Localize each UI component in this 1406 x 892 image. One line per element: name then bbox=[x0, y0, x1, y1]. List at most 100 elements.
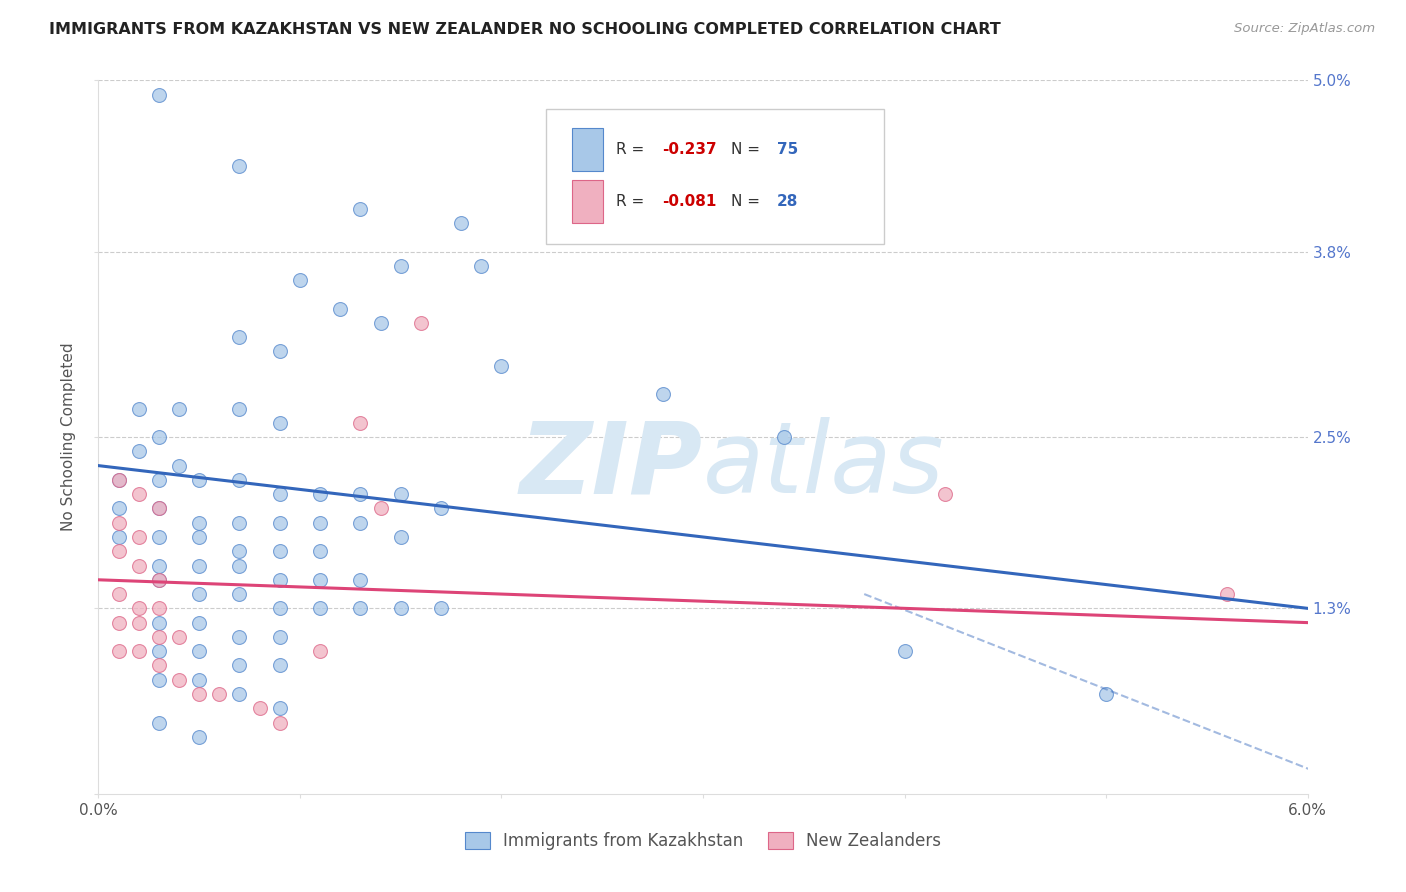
Point bbox=[107, 516, 129, 530]
Point bbox=[309, 516, 332, 530]
Point bbox=[772, 430, 794, 444]
Point bbox=[389, 601, 412, 615]
Point bbox=[389, 259, 412, 273]
Point bbox=[269, 544, 291, 558]
Point bbox=[269, 601, 291, 615]
Point bbox=[269, 516, 291, 530]
Point bbox=[107, 615, 129, 630]
Point bbox=[409, 316, 432, 330]
Point bbox=[188, 644, 211, 658]
Point bbox=[167, 630, 190, 644]
Point bbox=[148, 501, 170, 516]
Point bbox=[470, 259, 492, 273]
Point bbox=[148, 715, 170, 730]
Point bbox=[228, 401, 250, 416]
Point bbox=[1216, 587, 1239, 601]
Point bbox=[309, 544, 332, 558]
Point bbox=[389, 487, 412, 501]
Text: R =: R = bbox=[616, 194, 650, 209]
Point bbox=[228, 630, 250, 644]
Point bbox=[167, 458, 190, 473]
Point bbox=[148, 644, 170, 658]
Point bbox=[148, 558, 170, 573]
Point bbox=[450, 216, 472, 230]
Point bbox=[188, 730, 211, 744]
Text: R =: R = bbox=[616, 142, 650, 157]
Point bbox=[167, 673, 190, 687]
Point bbox=[934, 487, 956, 501]
Point bbox=[188, 558, 211, 573]
Text: 28: 28 bbox=[776, 194, 799, 209]
Point bbox=[228, 558, 250, 573]
Point bbox=[491, 359, 513, 373]
Point bbox=[188, 687, 211, 701]
Point bbox=[188, 516, 211, 530]
Point bbox=[148, 601, 170, 615]
Point bbox=[269, 658, 291, 673]
Point bbox=[349, 202, 371, 216]
Point bbox=[228, 658, 250, 673]
Point bbox=[228, 587, 250, 601]
Point bbox=[228, 687, 250, 701]
Point bbox=[188, 473, 211, 487]
Point bbox=[188, 587, 211, 601]
Point bbox=[228, 544, 250, 558]
Point bbox=[167, 401, 190, 416]
Point bbox=[228, 159, 250, 173]
Point bbox=[107, 544, 129, 558]
Point bbox=[329, 301, 352, 316]
Point bbox=[148, 615, 170, 630]
Point bbox=[107, 501, 129, 516]
Point bbox=[309, 601, 332, 615]
Point bbox=[1095, 687, 1118, 701]
Legend: Immigrants from Kazakhstan, New Zealanders: Immigrants from Kazakhstan, New Zealande… bbox=[458, 825, 948, 857]
Point bbox=[370, 501, 392, 516]
Point bbox=[148, 630, 170, 644]
Point bbox=[893, 644, 915, 658]
Point bbox=[228, 330, 250, 344]
Y-axis label: No Schooling Completed: No Schooling Completed bbox=[60, 343, 76, 532]
Text: atlas: atlas bbox=[703, 417, 945, 514]
Point bbox=[148, 658, 170, 673]
Point bbox=[148, 673, 170, 687]
Point bbox=[309, 573, 332, 587]
Point bbox=[389, 530, 412, 544]
Text: 75: 75 bbox=[776, 142, 799, 157]
Point bbox=[188, 673, 211, 687]
Point bbox=[269, 344, 291, 359]
Point bbox=[228, 473, 250, 487]
Point bbox=[269, 715, 291, 730]
Point bbox=[107, 587, 129, 601]
Point bbox=[128, 401, 150, 416]
Point bbox=[188, 615, 211, 630]
Point bbox=[148, 573, 170, 587]
Text: IMMIGRANTS FROM KAZAKHSTAN VS NEW ZEALANDER NO SCHOOLING COMPLETED CORRELATION C: IMMIGRANTS FROM KAZAKHSTAN VS NEW ZEALAN… bbox=[49, 22, 1001, 37]
Text: -0.081: -0.081 bbox=[662, 194, 716, 209]
Text: -0.237: -0.237 bbox=[662, 142, 717, 157]
Point bbox=[349, 416, 371, 430]
Point bbox=[269, 416, 291, 430]
Point bbox=[128, 558, 150, 573]
Text: N =: N = bbox=[731, 194, 765, 209]
Point bbox=[269, 630, 291, 644]
Point bbox=[349, 573, 371, 587]
Point bbox=[370, 316, 392, 330]
Point bbox=[148, 473, 170, 487]
Point bbox=[430, 501, 453, 516]
Point bbox=[148, 430, 170, 444]
Point bbox=[228, 516, 250, 530]
Text: Source: ZipAtlas.com: Source: ZipAtlas.com bbox=[1234, 22, 1375, 36]
Point bbox=[107, 473, 129, 487]
Point bbox=[309, 487, 332, 501]
Point bbox=[349, 516, 371, 530]
Point bbox=[288, 273, 311, 287]
Point bbox=[148, 573, 170, 587]
Point bbox=[249, 701, 271, 715]
Point bbox=[107, 644, 129, 658]
Point bbox=[128, 487, 150, 501]
Point bbox=[349, 601, 371, 615]
Point bbox=[269, 701, 291, 715]
Point bbox=[107, 473, 129, 487]
Point bbox=[107, 530, 129, 544]
Bar bbox=[572, 180, 603, 223]
